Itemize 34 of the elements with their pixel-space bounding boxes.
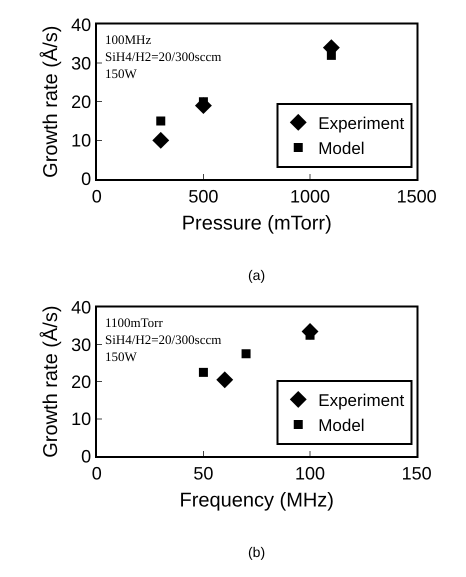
text: (b) — [248, 544, 266, 560]
y-tick-label: 20 — [71, 372, 92, 392]
y-axis-title: Growth rate (Å/s) — [39, 306, 62, 458]
legend-label: Experiment — [318, 114, 405, 133]
y-axis-title: Growth rate (Å/s) — [39, 26, 62, 178]
annotation: 1100mTorr SiH4/H2=20/300sccm 150W — [105, 315, 222, 364]
point — [326, 50, 336, 60]
x-axis-title: Pressure (mTorr) — [182, 212, 332, 235]
x-tick-label: 500 — [188, 186, 218, 207]
y-tick-label: 0 — [81, 446, 92, 466]
point — [198, 368, 208, 377]
x-tick-label: 50 — [193, 464, 214, 484]
y-tick-label: 40 — [71, 298, 92, 318]
y-tick-label: 40 — [71, 14, 92, 35]
legend-label: Model — [318, 416, 365, 436]
x-axis-title: Frequency (MHz) — [179, 490, 334, 512]
y-tick-label: 10 — [71, 409, 92, 430]
y-tick-label: 30 — [71, 334, 92, 355]
legend-label: Experiment — [318, 391, 405, 410]
point — [216, 371, 234, 388]
x-tick-label: 1500 — [396, 186, 437, 207]
annotation: 100MHz SiH4/H2=20/300sccm 150W — [105, 32, 222, 81]
text: (a) — [248, 267, 266, 283]
y-tick-label: 0 — [81, 169, 92, 190]
y-tick-label: 30 — [71, 53, 92, 74]
x-tick-label: 1000 — [290, 186, 330, 207]
point — [152, 132, 170, 149]
point — [156, 116, 166, 126]
x-tick-label: 150 — [402, 464, 432, 484]
x-tick-label: 100 — [295, 464, 326, 484]
y-tick-label: 10 — [71, 130, 92, 151]
y-tick-label: 20 — [71, 92, 92, 112]
legend-label: Model — [318, 139, 365, 158]
point — [242, 349, 251, 358]
